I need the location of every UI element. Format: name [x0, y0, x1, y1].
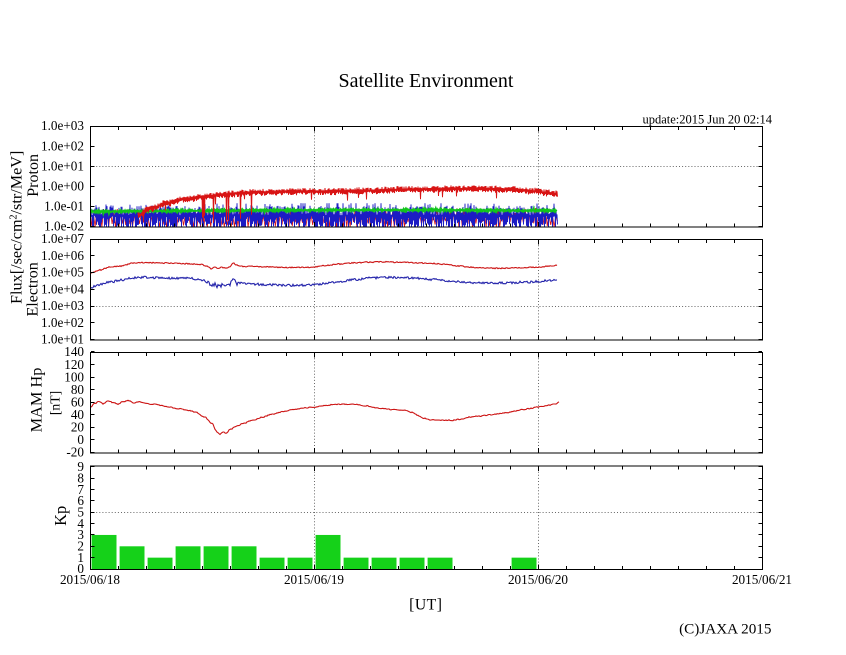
svg-text:Electron: Electron — [24, 262, 41, 316]
svg-text:1.0e-01: 1.0e-01 — [44, 199, 84, 214]
svg-text:1.0e+02: 1.0e+02 — [41, 315, 84, 330]
svg-text:2015/06/20: 2015/06/20 — [508, 572, 568, 587]
svg-text:80: 80 — [71, 382, 85, 397]
svg-text:Kp: Kp — [51, 506, 70, 526]
svg-text:2015/06/18: 2015/06/18 — [60, 572, 120, 587]
svg-text:140: 140 — [64, 344, 84, 359]
svg-text:(C)JAXA 2015: (C)JAXA 2015 — [679, 621, 771, 638]
svg-text:60: 60 — [71, 394, 85, 409]
svg-text:120: 120 — [64, 357, 84, 372]
svg-text:1.0e-02: 1.0e-02 — [44, 219, 84, 234]
svg-text:1.0e+01: 1.0e+01 — [41, 332, 84, 347]
svg-text:update:2015 Jun 20 02:14: update:2015 Jun 20 02:14 — [642, 113, 772, 127]
svg-text:[UT]: [UT] — [409, 597, 442, 614]
svg-text:1.0e+06: 1.0e+06 — [41, 248, 84, 263]
svg-text:1.0e+07: 1.0e+07 — [41, 231, 84, 246]
svg-text:-20: -20 — [66, 445, 84, 460]
svg-text:1.0e+04: 1.0e+04 — [41, 281, 84, 296]
svg-text:8: 8 — [77, 470, 84, 485]
svg-text:2: 2 — [77, 539, 84, 554]
svg-text:4: 4 — [77, 516, 84, 531]
svg-text:3: 3 — [77, 527, 84, 542]
svg-text:[nT]: [nT] — [47, 391, 62, 415]
svg-text:0: 0 — [77, 561, 84, 576]
svg-text:1.0e+05: 1.0e+05 — [41, 265, 84, 280]
svg-text:20: 20 — [71, 420, 85, 435]
svg-text:MAM Hp: MAM Hp — [27, 368, 46, 433]
svg-text:6: 6 — [77, 493, 84, 508]
svg-text:1: 1 — [77, 550, 84, 565]
svg-text:2015/06/21: 2015/06/21 — [732, 572, 792, 587]
svg-text:100: 100 — [64, 369, 84, 384]
svg-text:9: 9 — [77, 459, 84, 474]
svg-text:1.0e+03: 1.0e+03 — [41, 118, 84, 133]
svg-text:1.0e+03: 1.0e+03 — [41, 298, 84, 313]
svg-text:0: 0 — [77, 432, 84, 447]
svg-text:40: 40 — [71, 407, 85, 422]
svg-text:Flux[/sec/cm2/str/MeV]: Flux[/sec/cm2/str/MeV] — [8, 151, 26, 304]
svg-text:2015/06/19: 2015/06/19 — [284, 572, 344, 587]
svg-text:Proton: Proton — [25, 154, 42, 197]
svg-text:1.0e+02: 1.0e+02 — [41, 138, 84, 153]
svg-text:1.0e+00: 1.0e+00 — [41, 179, 84, 194]
svg-text:5: 5 — [77, 504, 84, 519]
svg-text:Satellite Environment: Satellite Environment — [339, 70, 514, 92]
svg-text:1.0e+01: 1.0e+01 — [41, 158, 84, 173]
svg-text:7: 7 — [77, 482, 84, 497]
